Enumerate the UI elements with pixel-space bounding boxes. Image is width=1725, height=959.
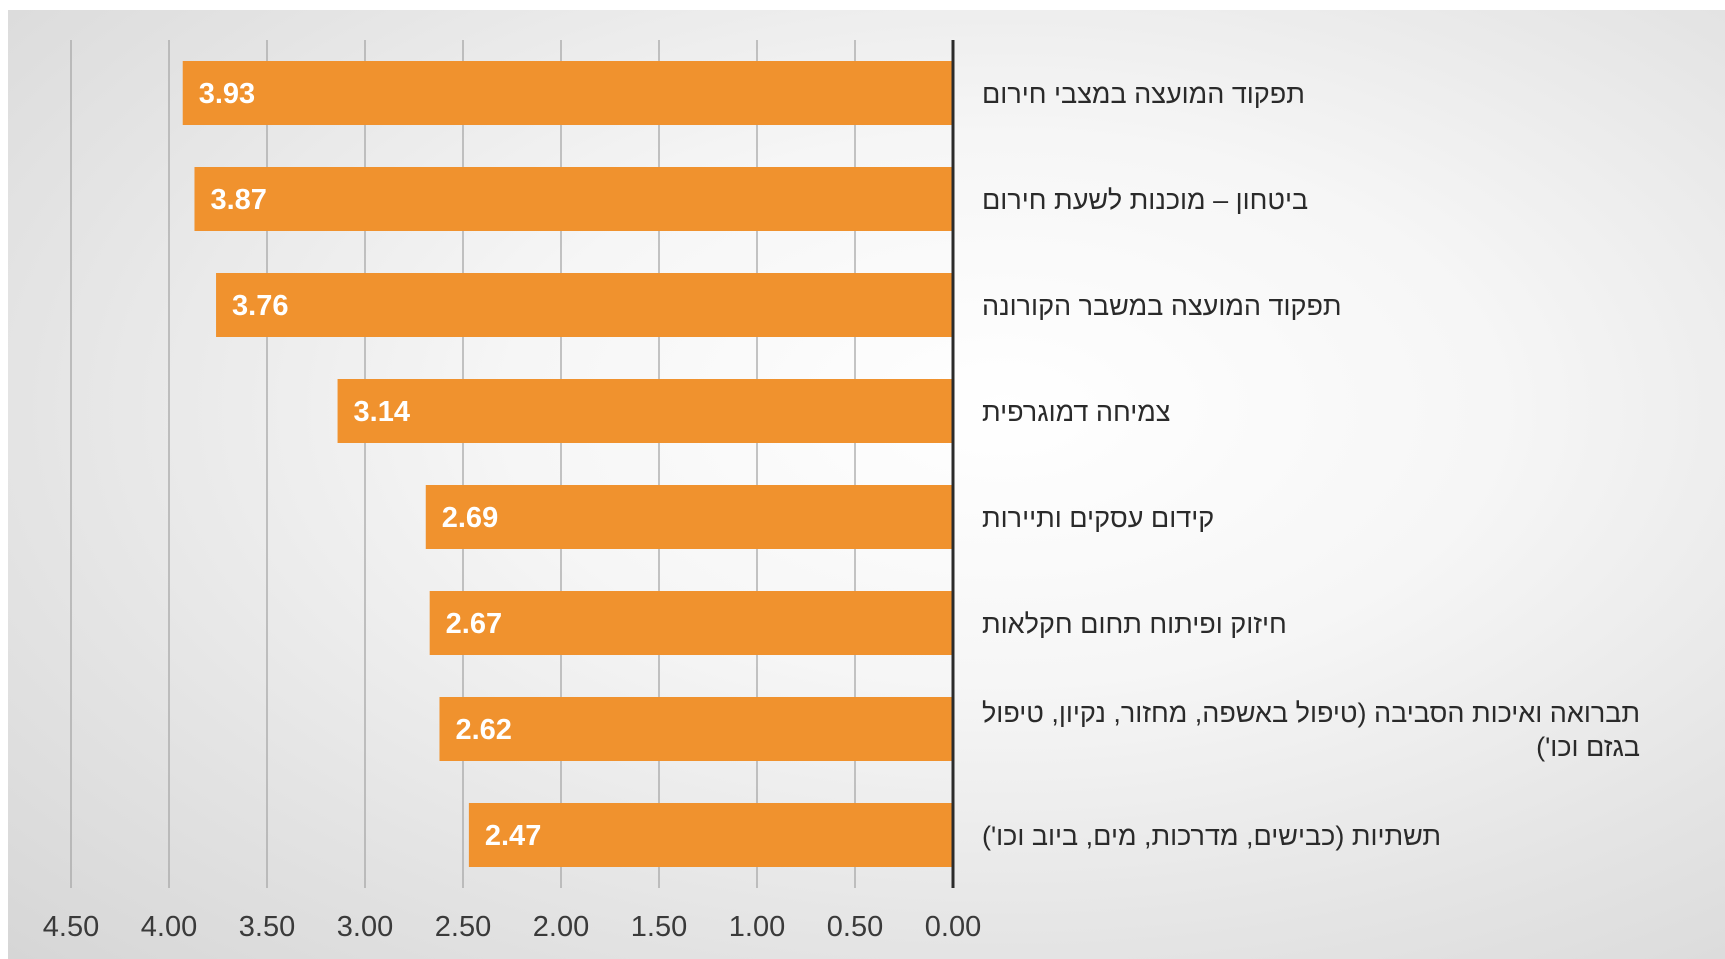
x-tick-label: 1.00 <box>729 911 785 943</box>
x-tick-labels: 4.50 4.00 3.50 3.00 2.50 2.00 1.50 1.00 0.50 0.00 <box>43 911 981 943</box>
bar-data-label: 3.87 <box>210 184 266 216</box>
category-label: קידום עסקים ותיירות <box>982 503 1214 533</box>
bars: 3.93 3.87 3.76 3.14 2.69 2.67 2.62 2.47 <box>182 61 954 867</box>
x-tick-label: 0.00 <box>925 911 981 943</box>
category-label-line: חיזוק ופיתוח תחום חקלאות <box>982 609 1287 639</box>
category-label: צמיחה דמוגרפית <box>982 397 1170 427</box>
category-label: תשתיות (כבישים, מדרכות, מים, ביוב וכו') <box>982 821 1441 851</box>
bar <box>194 167 954 231</box>
bar <box>337 379 953 443</box>
category-label: תפקוד המועצה במצבי חירום <box>982 79 1305 109</box>
bar-data-label: 2.62 <box>455 714 511 746</box>
bar <box>439 697 954 761</box>
bar-data-label: 3.76 <box>232 290 288 322</box>
x-tick-label: 2.00 <box>533 911 589 943</box>
x-tick-label: 4.50 <box>43 911 99 943</box>
x-tick-label: 4.00 <box>141 911 197 943</box>
category-label-line: ביטחון – מוכנות לשעת חירום <box>982 185 1308 215</box>
bar-data-label: 2.47 <box>485 820 541 852</box>
category-label-line: בגזם וכו') <box>1536 732 1640 762</box>
bar-data-label: 2.69 <box>442 502 498 534</box>
category-label-line: צמיחה דמוגרפית <box>982 397 1170 427</box>
category-label-line: תפקוד המועצה במצבי חירום <box>982 79 1305 109</box>
category-label-line: תפקוד המועצה במשבר הקורונה <box>982 291 1342 321</box>
x-tick-label: 2.50 <box>435 911 491 943</box>
bar-data-label: 2.67 <box>446 608 502 640</box>
bar <box>216 273 954 337</box>
category-labels: תפקוד המועצה במצבי חירום ביטחון – מוכנות … <box>982 79 1640 851</box>
x-tick-label: 1.50 <box>631 911 687 943</box>
bar-data-label: 3.93 <box>199 78 255 110</box>
bar <box>429 591 953 655</box>
bar <box>468 803 953 867</box>
category-label: תפקוד המועצה במשבר הקורונה <box>982 291 1342 321</box>
category-label-line: תברואה ואיכות הסביבה (טיפול באשפה, מחזור… <box>982 698 1640 728</box>
category-label: ביטחון – מוכנות לשעת חירום <box>982 185 1308 215</box>
category-label-line: קידום עסקים ותיירות <box>982 503 1214 533</box>
x-tick-label: 0.50 <box>827 911 883 943</box>
bar-data-label: 3.14 <box>354 396 410 428</box>
x-tick-label: 3.00 <box>337 911 393 943</box>
bar <box>182 61 954 125</box>
x-tick-label: 3.50 <box>239 911 295 943</box>
category-label-line: תשתיות (כבישים, מדרכות, מים, ביוב וכו') <box>982 821 1441 851</box>
category-label: חיזוק ופיתוח תחום חקלאות <box>982 609 1287 639</box>
bar <box>425 485 953 549</box>
category-label: תברואה ואיכות הסביבה (טיפול באשפה, מחזור… <box>982 698 1640 762</box>
